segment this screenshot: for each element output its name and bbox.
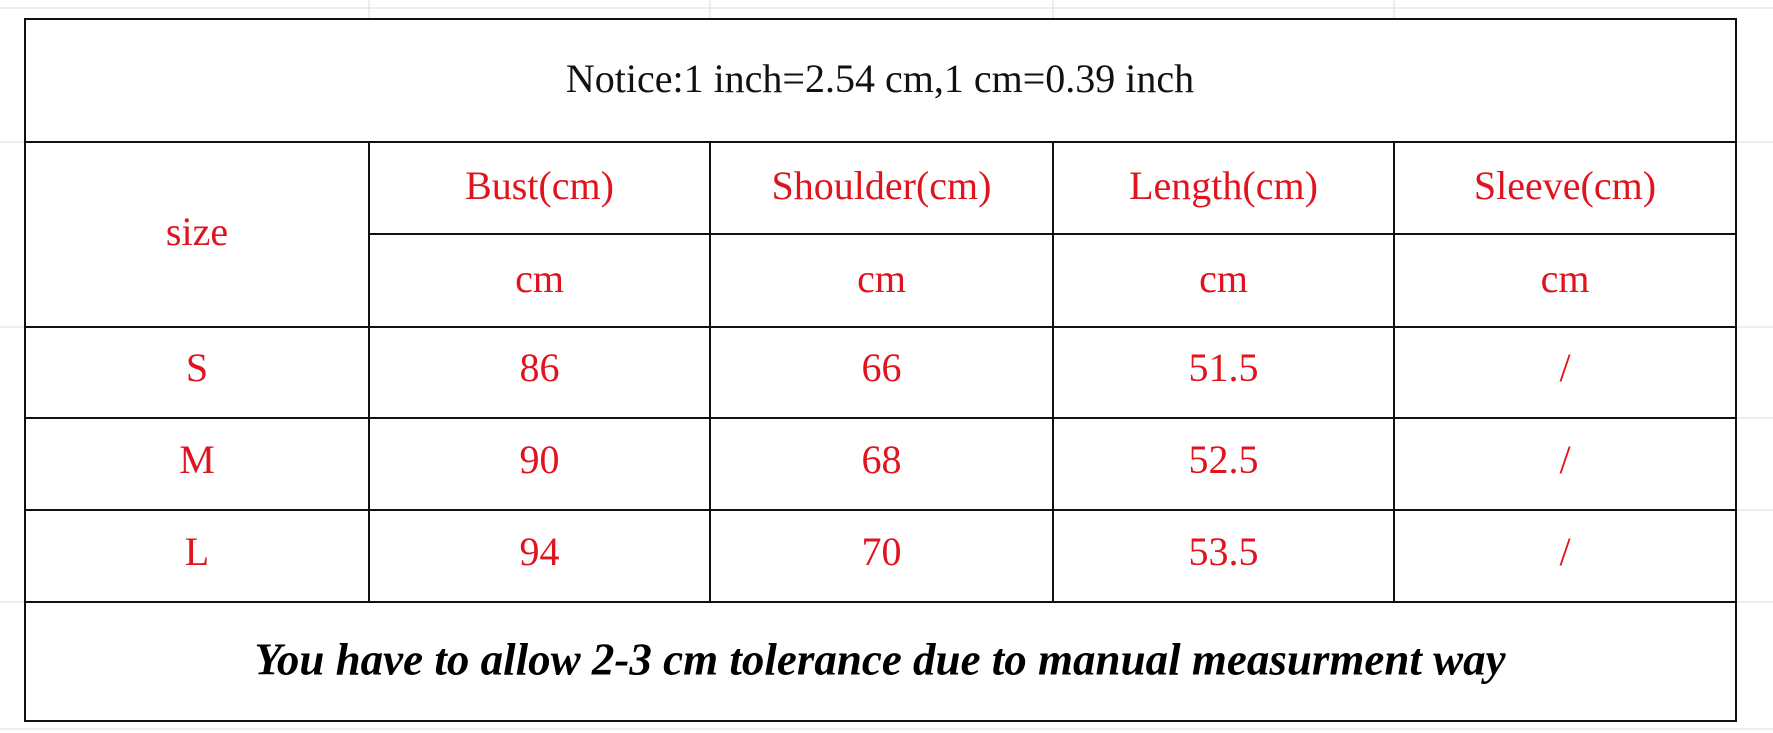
unit-label: cm (1199, 256, 1248, 301)
column-header: Length(cm) (1129, 163, 1318, 208)
value-cell: 68 (862, 437, 902, 482)
unit-label: cm (1541, 256, 1590, 301)
size-label: size (166, 209, 228, 254)
size-cell: S (186, 345, 208, 390)
table-borders (24, 18, 1737, 722)
footer-note: You have to allow 2-3 cm tolerance due t… (254, 634, 1506, 684)
column-header: Sleeve(cm) (1474, 163, 1656, 208)
column-header: Shoulder(cm) (772, 163, 992, 208)
size-cell: L (185, 529, 209, 574)
unit-label: cm (515, 256, 564, 301)
value-cell: 51.5 (1189, 345, 1259, 390)
value-cell: / (1559, 345, 1571, 390)
value-cell: 70 (862, 529, 902, 574)
value-cell: / (1559, 437, 1571, 482)
value-cell: 94 (520, 529, 560, 574)
value-cell: 90 (520, 437, 560, 482)
notice: Notice:1 inch=2.54 cm,1 cm=0.39 inch (566, 56, 1194, 101)
value-cell: 52.5 (1189, 437, 1259, 482)
value-cell: / (1559, 529, 1571, 574)
column-header: Bust(cm) (465, 163, 614, 208)
value-cell: 53.5 (1189, 529, 1259, 574)
size-cell: M (179, 437, 215, 482)
value-cell: 66 (862, 345, 902, 390)
unit-label: cm (857, 256, 906, 301)
value-cell: 86 (520, 345, 560, 390)
